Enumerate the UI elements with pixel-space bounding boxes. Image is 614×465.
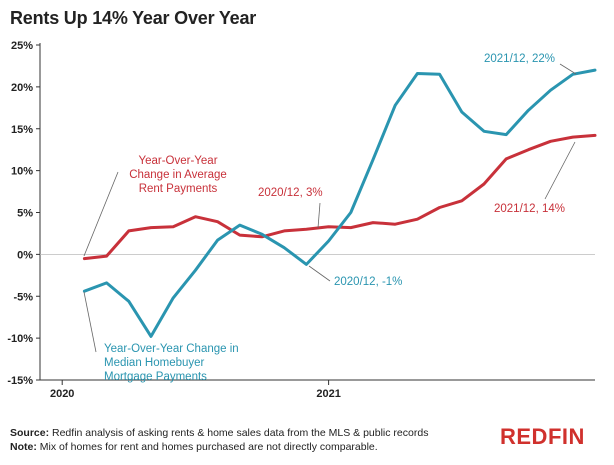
chart-footer: Source: Redfin analysis of asking rents …	[10, 426, 428, 454]
rent-legend-line2: Change in Average	[129, 169, 227, 181]
y-tick-label: -5%	[13, 291, 33, 303]
rent-legend-line1: Year-Over-Year	[138, 155, 217, 167]
rent-legend-leader	[83, 171, 119, 257]
mortgage-legend-line3: Mortgage Payments	[104, 371, 207, 383]
y-tick-label: 10%	[11, 166, 33, 178]
x-axis-ticks: 2020 2021	[50, 380, 341, 400]
x-tick-label: 2021	[316, 388, 340, 400]
x-tick-label: 2020	[50, 388, 74, 400]
redfin-logo: REDFIN	[500, 424, 585, 449]
y-tick-label: -10%	[7, 333, 33, 345]
chart-title: Rents Up 14% Year Over Year	[10, 8, 257, 28]
note-label: Note:	[10, 441, 37, 453]
y-tick-label: 0%	[17, 249, 33, 261]
note-line: Note: Mix of homes for rent and homes pu…	[10, 440, 428, 454]
y-axis-ticks: 25% 20% 15% 10% 5% 0% -5% -10% -15%	[7, 40, 40, 387]
mortgage-series-line	[82, 68, 597, 338]
rent-series-line	[82, 133, 597, 261]
y-tick-label: -15%	[7, 375, 33, 387]
rent-2021-leader	[544, 141, 576, 200]
y-tick-label: 20%	[11, 82, 33, 94]
rent-2020-leader	[317, 202, 321, 229]
mortgage-legend-line1: Year-Over-Year Change in	[104, 343, 239, 355]
mortgage-legend-line2: Median Homebuyer	[104, 357, 205, 369]
rent-legend-line3: Rent Payments	[139, 183, 218, 195]
source-label: Source:	[10, 427, 50, 439]
y-tick-label: 5%	[17, 208, 33, 220]
chart-annotations: Year-Over-Year Change in Average Rent Paym…	[83, 53, 577, 383]
y-tick-label: 15%	[11, 124, 33, 136]
source-line: Source: Redfin analysis of asking rents …	[10, 426, 428, 440]
mortgage-2020-leader	[308, 265, 331, 282]
mortgage-2021-leader	[559, 63, 577, 75]
line-chart: 25% 20% 15% 10% 5% 0% -5% -10% -15% 2020 2021 Yea…	[7, 40, 597, 400]
note-text: Mix of homes for rent and homes purchase…	[36, 441, 378, 453]
y-tick-label: 25%	[11, 40, 33, 52]
rent-2021-label: 2021/12, 14%	[494, 203, 565, 215]
mortgage-2021-label: 2021/12, 22%	[484, 53, 555, 65]
chart-series	[82, 68, 597, 338]
rent-2020-label: 2020/12, 3%	[258, 187, 323, 199]
mortgage-legend-leader	[83, 291, 97, 353]
mortgage-2020-label: 2020/12, -1%	[334, 276, 402, 288]
source-text: Redfin analysis of asking rents & home s…	[49, 427, 429, 439]
